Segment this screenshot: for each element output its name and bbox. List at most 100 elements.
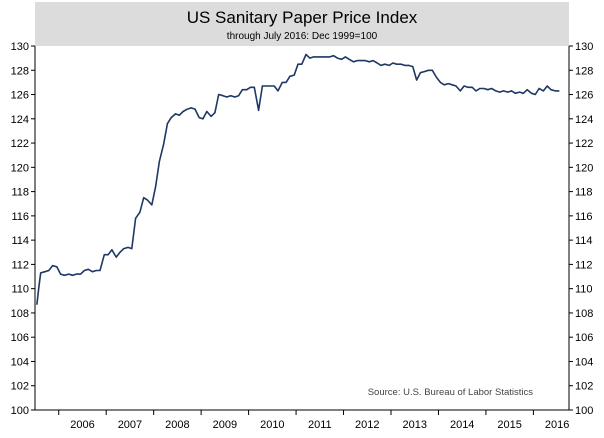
x-tick-label: 2006 <box>70 419 94 431</box>
data-point <box>143 197 145 199</box>
data-point <box>522 92 525 94</box>
x-tick-label: 2010 <box>260 419 284 431</box>
data-point <box>364 60 366 62</box>
data-point <box>38 286 40 289</box>
data-point <box>71 274 74 276</box>
x-tick-label: 2009 <box>213 419 237 431</box>
y-tick-label-left: 100 <box>11 405 29 417</box>
data-point <box>186 108 188 110</box>
data-point <box>234 96 236 98</box>
data-point <box>91 271 93 273</box>
data-point <box>396 63 398 65</box>
left-y-axis-ticks: 100 102 104 106 108 110 112 114 116 118 120 122 124 1… <box>11 41 35 417</box>
data-point <box>218 93 220 96</box>
data-point <box>344 56 346 58</box>
data-point <box>285 81 287 83</box>
data-point <box>75 273 77 275</box>
y-tick-label-left: 108 <box>11 308 29 320</box>
data-point <box>475 90 477 92</box>
data-point <box>127 246 129 248</box>
data-point <box>249 86 252 88</box>
data-point <box>52 265 54 267</box>
data-point <box>246 89 248 91</box>
data-point <box>131 248 133 250</box>
data-point <box>400 63 402 65</box>
data-point <box>151 204 153 206</box>
y-tick-label-right: 106 <box>575 332 593 344</box>
data-point <box>333 55 335 57</box>
data-point <box>412 66 414 68</box>
data-point <box>376 62 378 64</box>
y-tick-label-left: 122 <box>11 138 29 150</box>
x-tick-label: 2016 <box>545 419 569 431</box>
data-point <box>388 64 390 66</box>
data-point <box>550 89 552 91</box>
y-tick-label-left: 106 <box>11 332 29 344</box>
y-tick-label-right: 116 <box>575 211 593 223</box>
data-point <box>158 160 160 162</box>
data-point <box>123 248 125 250</box>
data-point <box>519 91 521 93</box>
y-tick-label-right: 130 <box>575 41 593 53</box>
data-point <box>459 90 461 92</box>
y-tick-label-left: 102 <box>11 381 29 393</box>
y-tick-label-right: 104 <box>575 356 593 368</box>
data-point <box>408 64 410 66</box>
data-point <box>111 249 113 251</box>
chart-subtitle: through July 2016: Dec 1999=100 <box>227 31 378 42</box>
y-tick-label-left: 126 <box>11 90 29 102</box>
data-point <box>324 56 327 58</box>
y-tick-label-left: 130 <box>11 41 29 53</box>
series-line <box>36 53 559 305</box>
data-point <box>60 273 62 275</box>
chart-title-band <box>35 2 569 46</box>
source-note: Source: U.S. Bureau of Labor Statistics <box>368 387 534 398</box>
data-point <box>265 85 267 87</box>
data-point <box>431 69 433 71</box>
data-point <box>63 274 65 276</box>
series-layer <box>36 53 560 305</box>
y-tick-label-right: 100 <box>575 405 593 417</box>
plot-area <box>34 46 570 411</box>
y-tick-label-left: 104 <box>11 356 29 368</box>
data-point <box>305 53 307 56</box>
data-point <box>479 87 481 90</box>
y-tick-label-left: 116 <box>11 211 29 223</box>
x-tick-label: 2012 <box>355 419 379 431</box>
data-point <box>273 85 275 87</box>
data-point <box>439 81 441 83</box>
y-tick-label-right: 118 <box>575 187 593 199</box>
data-point <box>202 118 204 120</box>
data-point <box>341 58 343 60</box>
data-point <box>238 95 240 97</box>
data-point <box>313 56 315 58</box>
x-tick-label: 2007 <box>118 419 142 431</box>
data-point <box>546 85 548 87</box>
data-point <box>48 269 50 272</box>
y-tick-label-left: 118 <box>11 187 29 199</box>
data-point <box>194 108 196 110</box>
data-point <box>424 70 426 73</box>
data-point <box>40 272 42 274</box>
data-point <box>178 114 180 116</box>
y-tick-label-left: 110 <box>11 284 29 296</box>
data-point <box>443 84 445 86</box>
y-tick-label-right: 108 <box>575 308 593 320</box>
data-point <box>214 112 216 114</box>
x-tick-label: 2015 <box>497 419 521 431</box>
data-point <box>80 273 82 275</box>
data-point <box>222 95 224 97</box>
data-point <box>289 75 291 77</box>
data-point <box>467 86 469 88</box>
data-point <box>321 56 323 58</box>
data-point <box>190 107 192 109</box>
data-point <box>352 61 355 63</box>
data-point <box>36 303 38 305</box>
data-point <box>436 76 438 79</box>
y-tick-label-right: 110 <box>575 284 593 296</box>
y-tick-label-left: 128 <box>11 65 29 77</box>
data-point <box>68 273 70 275</box>
data-point <box>538 87 540 90</box>
data-point <box>487 89 489 91</box>
